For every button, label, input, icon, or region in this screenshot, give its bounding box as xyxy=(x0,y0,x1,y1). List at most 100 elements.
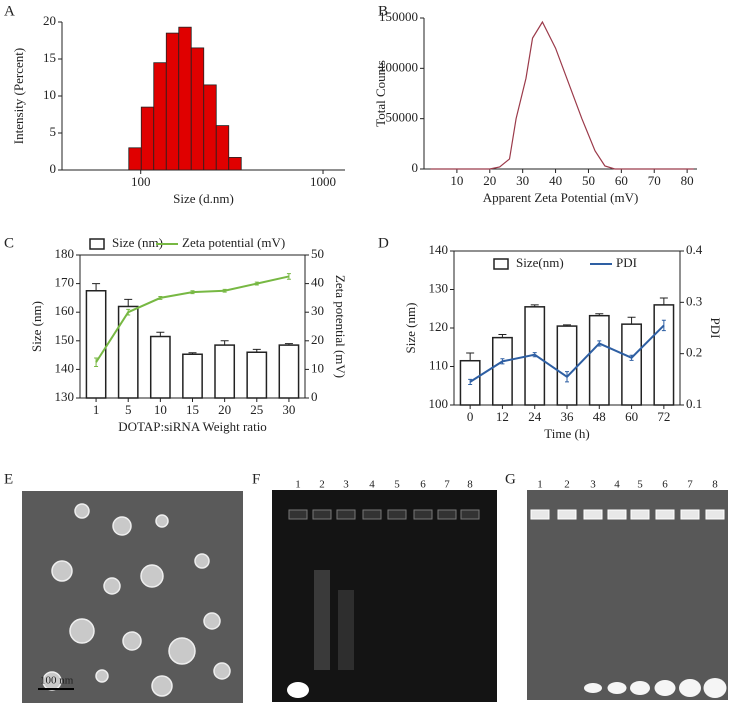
lane-label: 1 xyxy=(295,479,301,491)
particle xyxy=(112,516,132,536)
y-tick-label: 120 xyxy=(429,319,449,334)
panel-label: D xyxy=(378,235,389,251)
well xyxy=(387,509,407,520)
x-tick-label: 20 xyxy=(483,173,496,188)
well xyxy=(437,509,457,520)
particle xyxy=(151,675,173,697)
x-tick-label: 0 xyxy=(467,409,474,424)
error-bar xyxy=(124,298,133,307)
y-tick-label: 100 xyxy=(429,396,449,411)
lane-label: 8 xyxy=(712,479,718,491)
well xyxy=(655,509,675,520)
well xyxy=(336,509,356,520)
y-tick-label: 50000 xyxy=(386,110,419,125)
legend-label: Size(nm) xyxy=(516,255,564,270)
lane-label: 2 xyxy=(319,479,325,491)
well xyxy=(312,509,332,520)
well xyxy=(607,509,627,520)
band xyxy=(287,682,309,698)
error-bar xyxy=(498,334,507,338)
panel-label: A xyxy=(4,3,15,19)
particle xyxy=(122,631,142,651)
x-tick-label: 30 xyxy=(516,173,529,188)
bar xyxy=(203,84,217,171)
x-tick-label: 60 xyxy=(615,173,628,188)
x-tick-label: 25 xyxy=(250,402,263,417)
band xyxy=(584,683,602,693)
y-axis-label: Intensity (Percent) xyxy=(11,48,26,144)
error-bar xyxy=(158,295,163,300)
x-tick-label: 100 xyxy=(131,174,151,189)
lane-label: 5 xyxy=(394,479,400,491)
y-tick-label: 170 xyxy=(55,275,75,290)
error-bar xyxy=(284,343,293,346)
legend-swatch xyxy=(89,238,105,250)
well xyxy=(288,509,308,520)
lane-label: 7 xyxy=(687,479,693,491)
lane-label: 5 xyxy=(637,479,643,491)
particle xyxy=(155,514,169,528)
particle xyxy=(140,564,164,588)
particle xyxy=(95,669,109,683)
bar xyxy=(149,335,171,399)
legend-swatch xyxy=(493,258,509,270)
x-tick-label: 1 xyxy=(93,402,100,417)
y-tick-label: 150000 xyxy=(379,9,418,24)
x-axis-label: Size (d.nm) xyxy=(173,191,234,206)
panel-label: E xyxy=(4,471,13,487)
y-tick-label: 20 xyxy=(43,13,56,28)
x-tick-label: 60 xyxy=(625,409,638,424)
bar xyxy=(165,32,180,171)
x-axis-label: Time (h) xyxy=(544,426,589,441)
band xyxy=(630,681,650,695)
error-bar xyxy=(627,316,636,325)
bar xyxy=(214,344,236,399)
error-bar xyxy=(156,331,165,337)
x-tick-label: 40 xyxy=(549,173,562,188)
lane-label: 3 xyxy=(590,479,596,491)
x-tick-label: 30 xyxy=(282,402,295,417)
x-tick-label: 10 xyxy=(154,402,167,417)
y-tick-label: 15 xyxy=(43,50,56,65)
particle xyxy=(168,637,196,665)
band xyxy=(703,678,727,698)
y2-axis-label: PDI xyxy=(708,318,723,339)
y-tick-label: 100000 xyxy=(379,59,418,74)
x-tick-label: 48 xyxy=(593,409,606,424)
lane-label: 8 xyxy=(467,479,473,491)
band xyxy=(679,679,701,697)
well xyxy=(680,509,700,520)
y2-tick-label: 30 xyxy=(311,303,324,318)
error-bar xyxy=(563,324,571,327)
y2-tick-label: 0.3 xyxy=(686,293,702,308)
error-bar xyxy=(530,304,539,307)
error-bar xyxy=(468,378,473,385)
bar xyxy=(153,62,167,171)
error-bar xyxy=(254,281,259,286)
y2-axis-label: Zeta potential (mV) xyxy=(333,275,348,378)
bar xyxy=(246,351,268,399)
error-bar xyxy=(222,288,227,293)
band xyxy=(654,680,676,696)
error-bar xyxy=(595,313,604,316)
particle xyxy=(213,662,231,680)
bar xyxy=(117,305,139,399)
error-bar xyxy=(500,358,505,365)
well xyxy=(557,509,577,520)
bar xyxy=(278,344,300,399)
x-tick-label: 72 xyxy=(657,409,670,424)
particle xyxy=(203,612,221,630)
x-tick-label: 12 xyxy=(496,409,509,424)
error-bar xyxy=(629,354,634,361)
x-tick-label: 24 xyxy=(528,409,542,424)
error-bar xyxy=(220,340,229,346)
well xyxy=(630,509,650,520)
y2-tick-label: 10 xyxy=(311,360,324,375)
y2-tick-label: 20 xyxy=(311,332,324,347)
panel-label: B xyxy=(378,3,388,19)
y-tick-label: 140 xyxy=(429,242,449,257)
error-bar xyxy=(597,340,602,347)
error-bar xyxy=(92,283,101,291)
error-bar xyxy=(190,290,195,295)
lane-label: 4 xyxy=(614,479,620,491)
